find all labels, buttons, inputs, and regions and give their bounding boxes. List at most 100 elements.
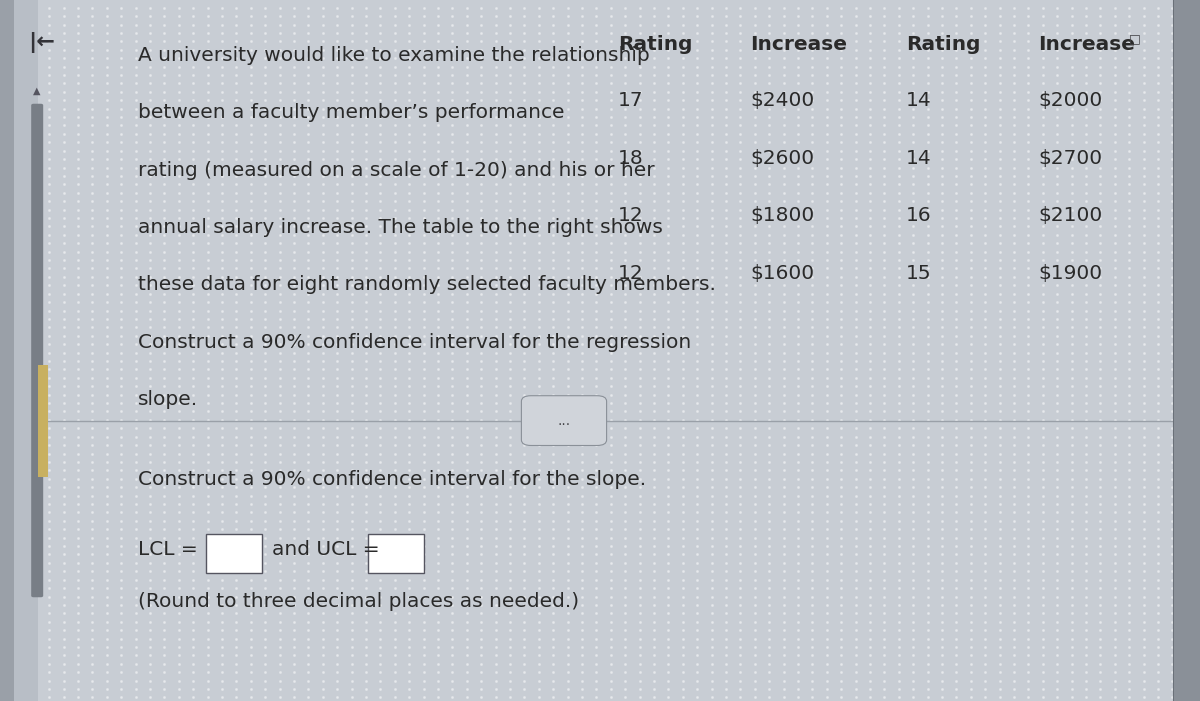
Point	[817, 229, 836, 240]
Point	[889, 667, 908, 678]
Point	[947, 355, 966, 367]
Point	[932, 305, 952, 316]
Point	[40, 397, 59, 409]
Point	[544, 212, 563, 224]
Point	[803, 482, 822, 493]
Point	[256, 246, 275, 257]
Point	[1076, 204, 1096, 215]
Point	[1048, 557, 1067, 569]
Point	[112, 616, 131, 627]
Point	[774, 288, 793, 299]
Point	[256, 322, 275, 333]
Point	[1177, 322, 1196, 333]
Point	[990, 599, 1009, 611]
Point	[572, 465, 592, 476]
Point	[1033, 170, 1052, 182]
Point	[1048, 599, 1067, 611]
Point	[1048, 591, 1067, 602]
Point	[83, 154, 102, 165]
Point	[515, 2, 534, 13]
Point	[659, 212, 678, 224]
Point	[688, 254, 707, 266]
Point	[385, 692, 404, 701]
Point	[68, 423, 88, 434]
Point	[918, 44, 937, 55]
Point	[25, 187, 44, 198]
Text: Rating: Rating	[906, 35, 980, 54]
Point	[1105, 557, 1124, 569]
Point	[630, 103, 649, 114]
Point	[342, 19, 361, 30]
Point	[803, 120, 822, 131]
Point	[140, 465, 160, 476]
Point	[601, 473, 620, 484]
Point	[932, 473, 952, 484]
Point	[616, 221, 635, 232]
Point	[846, 196, 865, 207]
Point	[1004, 154, 1024, 165]
Point	[54, 238, 73, 249]
Point	[68, 515, 88, 526]
Point	[25, 229, 44, 240]
Point	[25, 448, 44, 459]
Point	[976, 78, 995, 89]
Point	[198, 111, 217, 123]
Point	[1177, 465, 1196, 476]
Point	[1120, 650, 1139, 661]
Point	[774, 641, 793, 653]
Point	[299, 44, 318, 55]
Point	[659, 414, 678, 426]
Point	[40, 372, 59, 383]
Point	[803, 36, 822, 47]
Point	[428, 381, 448, 392]
Point	[601, 162, 620, 173]
Point	[1033, 27, 1052, 39]
Point	[40, 406, 59, 417]
Point	[241, 162, 260, 173]
Point	[342, 78, 361, 89]
Point	[817, 263, 836, 274]
Point	[328, 566, 347, 577]
Point	[587, 271, 606, 283]
Point	[126, 423, 145, 434]
Point	[68, 170, 88, 182]
Point	[1019, 297, 1038, 308]
Point	[169, 238, 188, 249]
Point	[400, 490, 419, 501]
Point	[558, 111, 577, 123]
Point	[25, 406, 44, 417]
Point	[1148, 675, 1168, 686]
Point	[457, 532, 476, 543]
Point	[112, 347, 131, 358]
Point	[342, 658, 361, 669]
Point	[328, 372, 347, 383]
Point	[11, 263, 30, 274]
Point	[428, 557, 448, 569]
Point	[1105, 532, 1124, 543]
Point	[774, 313, 793, 325]
Point	[976, 221, 995, 232]
Point	[1120, 498, 1139, 510]
Point	[112, 263, 131, 274]
Point	[1148, 288, 1168, 299]
Point	[745, 271, 764, 283]
Point	[140, 128, 160, 139]
Point	[313, 507, 332, 518]
Point	[472, 423, 491, 434]
Point	[630, 364, 649, 375]
Point	[1177, 53, 1196, 64]
Point	[731, 154, 750, 165]
Point	[1105, 591, 1124, 602]
Point	[616, 414, 635, 426]
Point	[184, 280, 203, 291]
Point	[313, 406, 332, 417]
Point	[443, 212, 462, 224]
Point	[126, 465, 145, 476]
Text: |←: |←	[29, 32, 55, 53]
Point	[990, 27, 1009, 39]
Point	[515, 27, 534, 39]
Point	[414, 641, 433, 653]
Point	[990, 625, 1009, 636]
Point	[616, 120, 635, 131]
Point	[1134, 440, 1153, 451]
